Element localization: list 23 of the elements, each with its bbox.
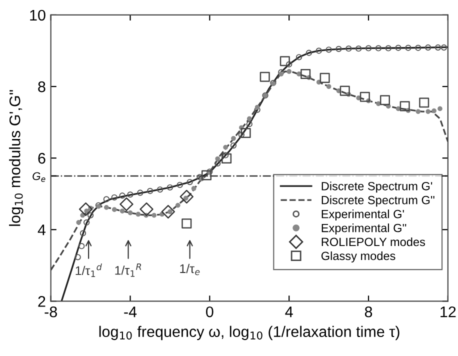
y-axis-title: log$_{10}$ modulus G',G'' — [9, 90, 24, 226]
x-tick-label: -8 — [44, 306, 57, 318]
x-tick-label: 12 — [440, 306, 456, 318]
y-tick-label: 2 — [38, 296, 46, 307]
x-tick-label: 4 — [285, 306, 293, 318]
x-tick-label: 0 — [206, 306, 214, 318]
x-axis-title: log$_{10}$ frequency ω, log$_{10}$ (1/relaxation time τ) — [99, 326, 400, 340]
legend-label: Glassy modes — [321, 251, 396, 262]
legend-label: Experimental G' — [322, 210, 404, 221]
legend-label: Discrete Spectrum G' — [322, 182, 432, 193]
y-tick-label: 10 — [30, 10, 46, 21]
x-tick-label: 8 — [364, 306, 372, 318]
y-tick-label: G$_{e}$ — [32, 172, 46, 182]
annotation: 1/τ$_{1}$$^{d}$ — [76, 264, 102, 277]
annotation: 1/τ$_{e}$ — [180, 264, 200, 276]
legend-label: ROLIEPOLY modes — [322, 237, 426, 246]
y-tick-label: 6 — [38, 152, 46, 164]
annotation: 1/τ$_{1}$$^{R}$ — [115, 264, 142, 277]
y-tick-label: 4 — [38, 224, 46, 236]
legend-label: Discrete Spectrum G'' — [322, 196, 434, 207]
x-tick-label: -4 — [124, 306, 137, 318]
legend-label: Experimental G'' — [322, 224, 406, 235]
y-tick-label: 8 — [38, 81, 46, 92]
